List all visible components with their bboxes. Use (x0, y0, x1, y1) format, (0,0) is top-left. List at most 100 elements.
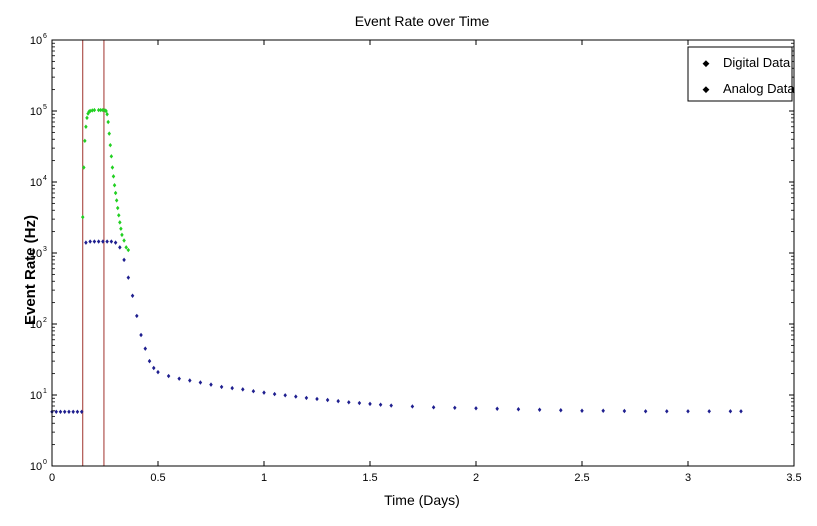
analog-data-point (82, 165, 86, 170)
legend-label-digital: Digital Data (723, 55, 791, 70)
analog-data-point (101, 107, 105, 113)
analog-data-point (107, 131, 111, 136)
digital-data-point (58, 409, 63, 414)
analog-data-point (96, 107, 101, 113)
digital-data-point (96, 239, 101, 244)
y-tick-exponent: 5 (43, 104, 47, 111)
legend-label-analog: Analog Data (723, 81, 795, 96)
x-tick-label: 1 (261, 472, 267, 484)
digital-data-point (622, 408, 627, 414)
digital-data-point (707, 409, 711, 414)
analog-data-point (117, 213, 121, 218)
y-tick-label: 10 (30, 177, 42, 189)
analog-data-point (90, 108, 95, 113)
digital-data-point (389, 403, 393, 408)
digital-data-point (67, 409, 71, 414)
digital-data-point (580, 408, 584, 413)
digital-data-point (728, 409, 733, 414)
digital-data-point (152, 365, 156, 371)
analog-data-point (112, 183, 117, 188)
analog-data-point (106, 119, 110, 125)
x-tick-label: 3 (685, 472, 691, 484)
x-tick-label: 3.5 (786, 472, 801, 484)
digital-data-point (315, 396, 319, 402)
digital-data-point (62, 409, 67, 414)
digital-data-point (357, 400, 362, 406)
digital-data-point (304, 395, 309, 401)
digital-data-point (230, 385, 234, 391)
digital-data-point (88, 239, 92, 244)
digital-data-point (130, 293, 135, 298)
digital-data-point (105, 239, 109, 244)
digital-data-point (537, 407, 542, 412)
y-tick-exponent: 3 (43, 246, 47, 253)
y-tick-exponent: 2 (43, 317, 47, 324)
analog-data-point (80, 214, 85, 220)
legend: ◆ Digital Data ◆ Analog Data (687, 46, 795, 102)
analog-data-point (108, 142, 113, 148)
digital-data-point (474, 406, 478, 411)
digital-data-point (431, 405, 436, 410)
analog-data-point (111, 174, 116, 179)
analog-data-point (115, 205, 120, 211)
analog-data-point (109, 154, 114, 159)
digital-data-point (135, 313, 139, 319)
chart-title: Event Rate over Time (355, 13, 490, 29)
digital-data-point (283, 393, 287, 398)
digital-data-point (272, 391, 277, 397)
digital-data-point (601, 408, 605, 413)
y-tick-label: 10 (30, 461, 42, 473)
y-tick-exponent: 0 (43, 459, 47, 466)
digital-data-point (368, 401, 372, 407)
x-tick-label: 0.5 (150, 472, 165, 484)
digital-data-point (198, 380, 203, 385)
digital-data-point (147, 358, 152, 364)
digital-data-point (156, 369, 160, 375)
digital-data-point (177, 376, 181, 381)
x-tick-label: 2 (473, 472, 479, 484)
digital-data-point (188, 378, 192, 383)
analog-data-point (126, 247, 131, 253)
digital-data-point (109, 239, 114, 244)
digital-data-point (241, 387, 245, 392)
legend-marker-analog: ◆ (703, 84, 710, 94)
analog-data-point (84, 124, 88, 129)
analog-data-point (110, 165, 115, 170)
y-tick-label: 10 (30, 319, 42, 331)
digital-data-point (84, 240, 88, 245)
digital-data-point (113, 240, 118, 245)
digital-data-point (294, 394, 298, 399)
analog-data-point (124, 245, 128, 250)
digital-data-point (336, 398, 340, 404)
digital-data-point (209, 382, 213, 387)
x-tick-label: 2.5 (574, 472, 589, 484)
y-tick-label: 10 (30, 390, 42, 402)
analog-data-point (85, 115, 89, 121)
digital-data-point (378, 402, 383, 407)
digital-data-point (739, 409, 743, 414)
y-tick-label: 10 (30, 248, 42, 260)
y-tick-exponent: 4 (43, 175, 47, 182)
digital-data-point (54, 409, 58, 414)
digital-data-point (122, 257, 126, 263)
digital-data-point (643, 409, 648, 414)
x-tick-label: 0 (49, 472, 55, 484)
digital-data-point (410, 404, 415, 409)
digital-data-point (118, 245, 122, 250)
digital-data-point (92, 239, 97, 244)
analog-data-point (120, 232, 124, 238)
plot-frame (51, 39, 795, 467)
y-tick-exponent: 1 (43, 388, 47, 395)
digital-data-point (101, 239, 105, 244)
digital-data-point (347, 400, 351, 405)
x-tick-label: 1.5 (362, 472, 377, 484)
y-tick-label: 10 (30, 106, 42, 118)
analog-data-point (105, 112, 109, 117)
digital-data-point (71, 409, 75, 414)
digital-data-point (516, 407, 521, 412)
analog-data-point (118, 220, 122, 225)
x-axis-label: Time (Days) (384, 492, 460, 508)
legend-box (687, 46, 793, 102)
